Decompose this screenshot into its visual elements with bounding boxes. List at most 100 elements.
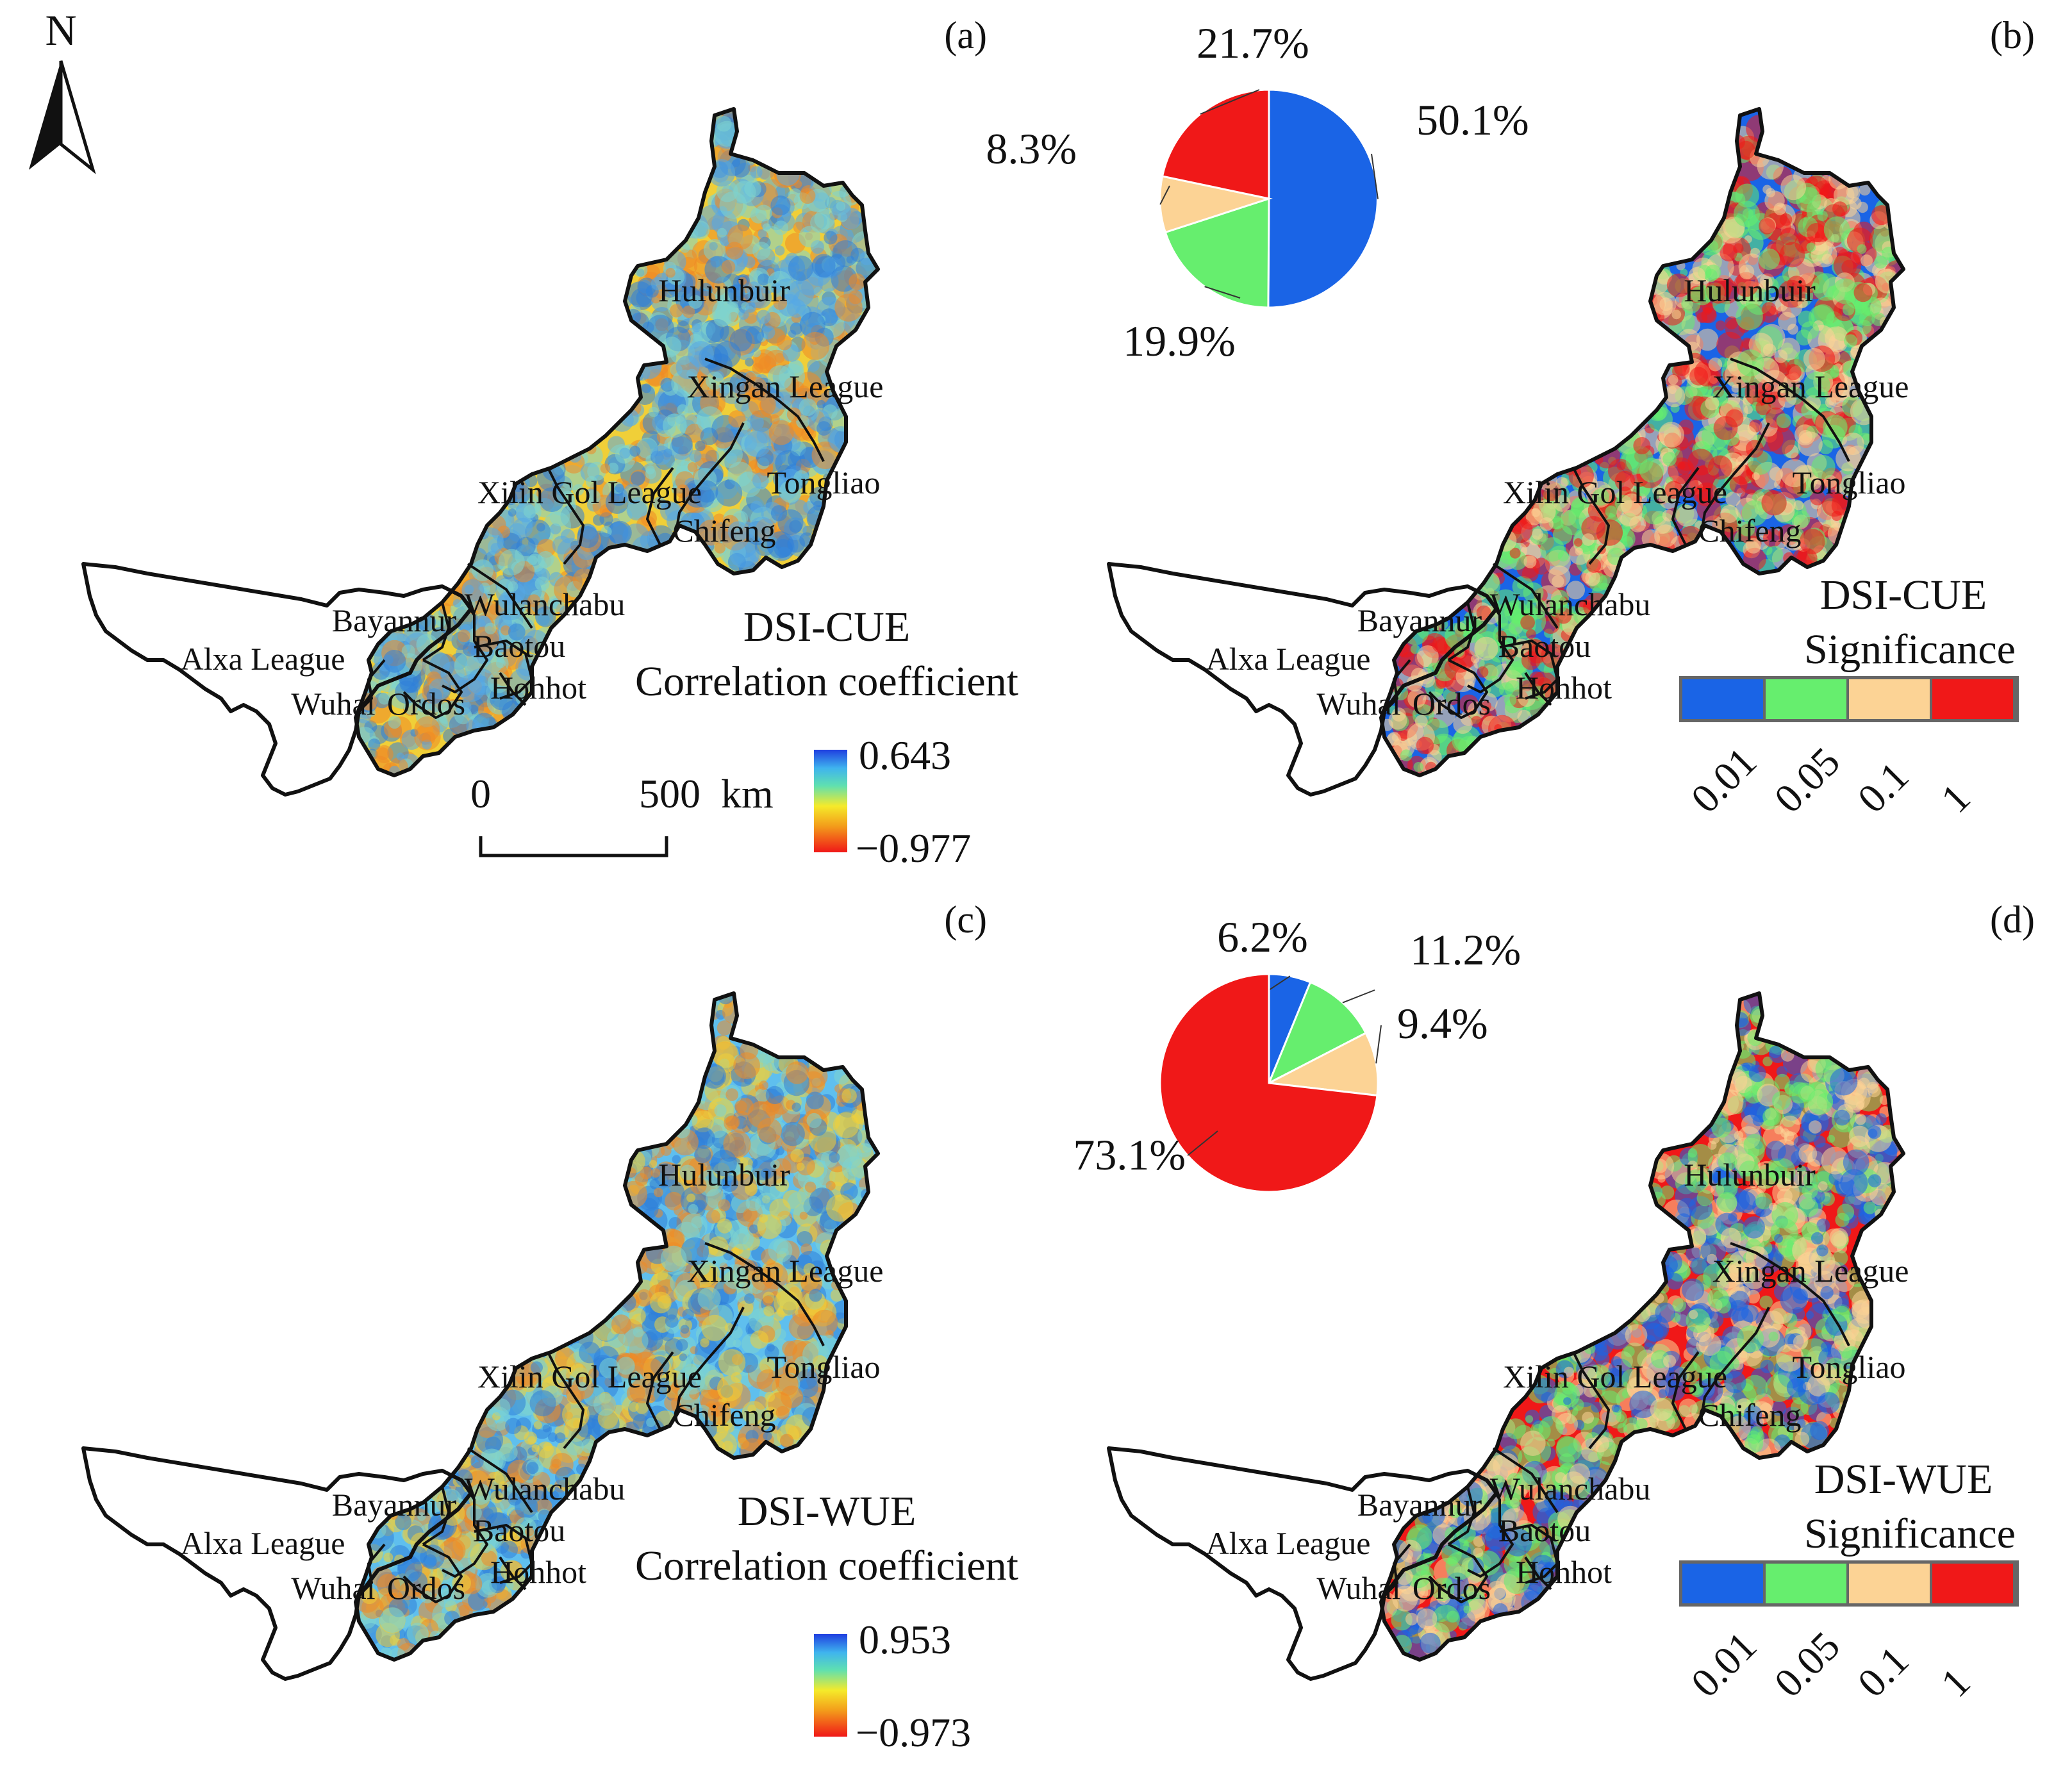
region-label-hulunbuir: Hulunbuir — [658, 272, 790, 308]
map-speckle — [645, 468, 656, 479]
map-speckle — [619, 447, 631, 459]
map-speckle — [816, 421, 831, 436]
map-speckle — [629, 445, 641, 457]
map-speckle — [627, 281, 653, 308]
map-speckle — [1720, 244, 1737, 261]
map-speckle — [1758, 248, 1780, 270]
map-speckle — [1739, 521, 1755, 537]
pie-chart: 50.1%19.9%8.3%21.7% — [986, 19, 1529, 365]
map-speckle — [811, 254, 836, 277]
map-speckle — [527, 555, 538, 566]
map-speckle — [458, 1520, 472, 1534]
map-speckle — [748, 517, 775, 543]
map-speckle — [1662, 452, 1677, 467]
map-speckle — [800, 1273, 822, 1294]
map-speckle — [429, 1577, 441, 1589]
map-speckle — [675, 484, 690, 499]
map-speckle — [417, 1512, 426, 1521]
region-label-baotou: Baotou — [473, 628, 565, 664]
map-speckle — [774, 1328, 786, 1341]
map-speckle — [1822, 492, 1847, 517]
map-speckle — [1830, 383, 1849, 402]
league-border — [675, 422, 745, 533]
map-speckle — [1780, 459, 1809, 488]
map-speckle — [715, 479, 743, 507]
scale-bar: 0 500 km — [470, 771, 774, 857]
region-label-bayannur: Bayannur — [1357, 602, 1482, 638]
map-speckle — [396, 752, 404, 761]
map-speckle — [437, 619, 445, 628]
map-speckle — [1662, 509, 1675, 522]
map-speckle — [690, 1177, 707, 1194]
map-speckle — [654, 1163, 678, 1187]
map-speckle — [1539, 517, 1554, 531]
map-speckle — [665, 1314, 679, 1328]
map-speckle — [1853, 283, 1873, 302]
scale-bar-line — [479, 836, 668, 857]
map-speckle — [1477, 666, 1489, 678]
map-speckle — [608, 462, 619, 474]
map-speckle — [804, 1181, 816, 1193]
map-texture — [356, 993, 877, 1660]
panel-letter: (a) — [944, 14, 987, 56]
map-speckle — [752, 472, 769, 489]
region-label-wuhai: Wuhai — [1316, 686, 1400, 722]
league-border — [1671, 467, 1700, 545]
map-speckle — [1416, 645, 1439, 667]
region-label-wuhai: Wuhai — [291, 686, 375, 722]
legend-title-line2: Significance — [1804, 626, 2016, 673]
map-speckle — [512, 517, 533, 538]
map-speckle — [361, 1587, 378, 1605]
map-speckle — [1739, 264, 1755, 279]
map-speckle — [749, 550, 761, 562]
map-speckle — [508, 623, 526, 641]
region-label-baotou: Baotou — [1498, 628, 1591, 664]
north-arrow-left — [29, 61, 61, 170]
significance-tick: 0.05 — [1766, 738, 1848, 821]
map-speckle — [429, 678, 450, 700]
map-speckle — [500, 1541, 518, 1558]
map-speckle — [1733, 201, 1760, 227]
map-speckle — [682, 305, 695, 318]
map-speckle — [769, 1198, 791, 1220]
pie-slice — [1161, 88, 1270, 200]
map-speckle — [1830, 368, 1839, 378]
map-speckle — [1736, 140, 1755, 160]
map-speckle — [1693, 486, 1709, 503]
significance-swatch — [1849, 679, 1930, 719]
map-speckle — [1549, 595, 1568, 614]
map-speckle — [812, 1355, 828, 1371]
map-speckle — [1445, 622, 1472, 650]
map-speckle — [499, 1481, 508, 1490]
map-speckle — [759, 1358, 775, 1374]
western-outline — [81, 562, 473, 797]
league-border — [422, 602, 450, 661]
map-speckle — [692, 1110, 714, 1132]
map-speckle — [663, 283, 677, 298]
map-speckle — [755, 1088, 770, 1102]
map-speckle — [1766, 188, 1775, 197]
map-speckle — [713, 308, 732, 327]
map-speckle — [682, 1309, 694, 1321]
map-speckle — [826, 1194, 854, 1222]
map-speckle — [1755, 400, 1771, 416]
map-speckle — [1799, 529, 1825, 554]
map-speckle — [640, 1358, 663, 1382]
map-speckle — [801, 332, 830, 360]
map-speckle — [1642, 500, 1666, 525]
map-speckle — [797, 1231, 813, 1247]
map-speckle — [1780, 227, 1798, 245]
map-speckle — [755, 204, 772, 222]
colorbar — [814, 1634, 847, 1737]
region-label-ordos: Ordos — [387, 1570, 465, 1606]
map-speckle — [738, 277, 747, 285]
region-label-alxa-league: Alxa League — [181, 1525, 345, 1561]
region-label-chifeng: Chifeng — [672, 513, 775, 549]
map-speckle — [1676, 504, 1698, 527]
map-speckle — [508, 508, 517, 517]
region-label-xilin-gol-league: Xilin Gol League — [477, 474, 702, 510]
map-speckle — [1416, 736, 1434, 755]
panel-letter: (d) — [1990, 898, 2035, 941]
league-border — [1499, 640, 1559, 700]
map-speckle — [1743, 547, 1766, 571]
